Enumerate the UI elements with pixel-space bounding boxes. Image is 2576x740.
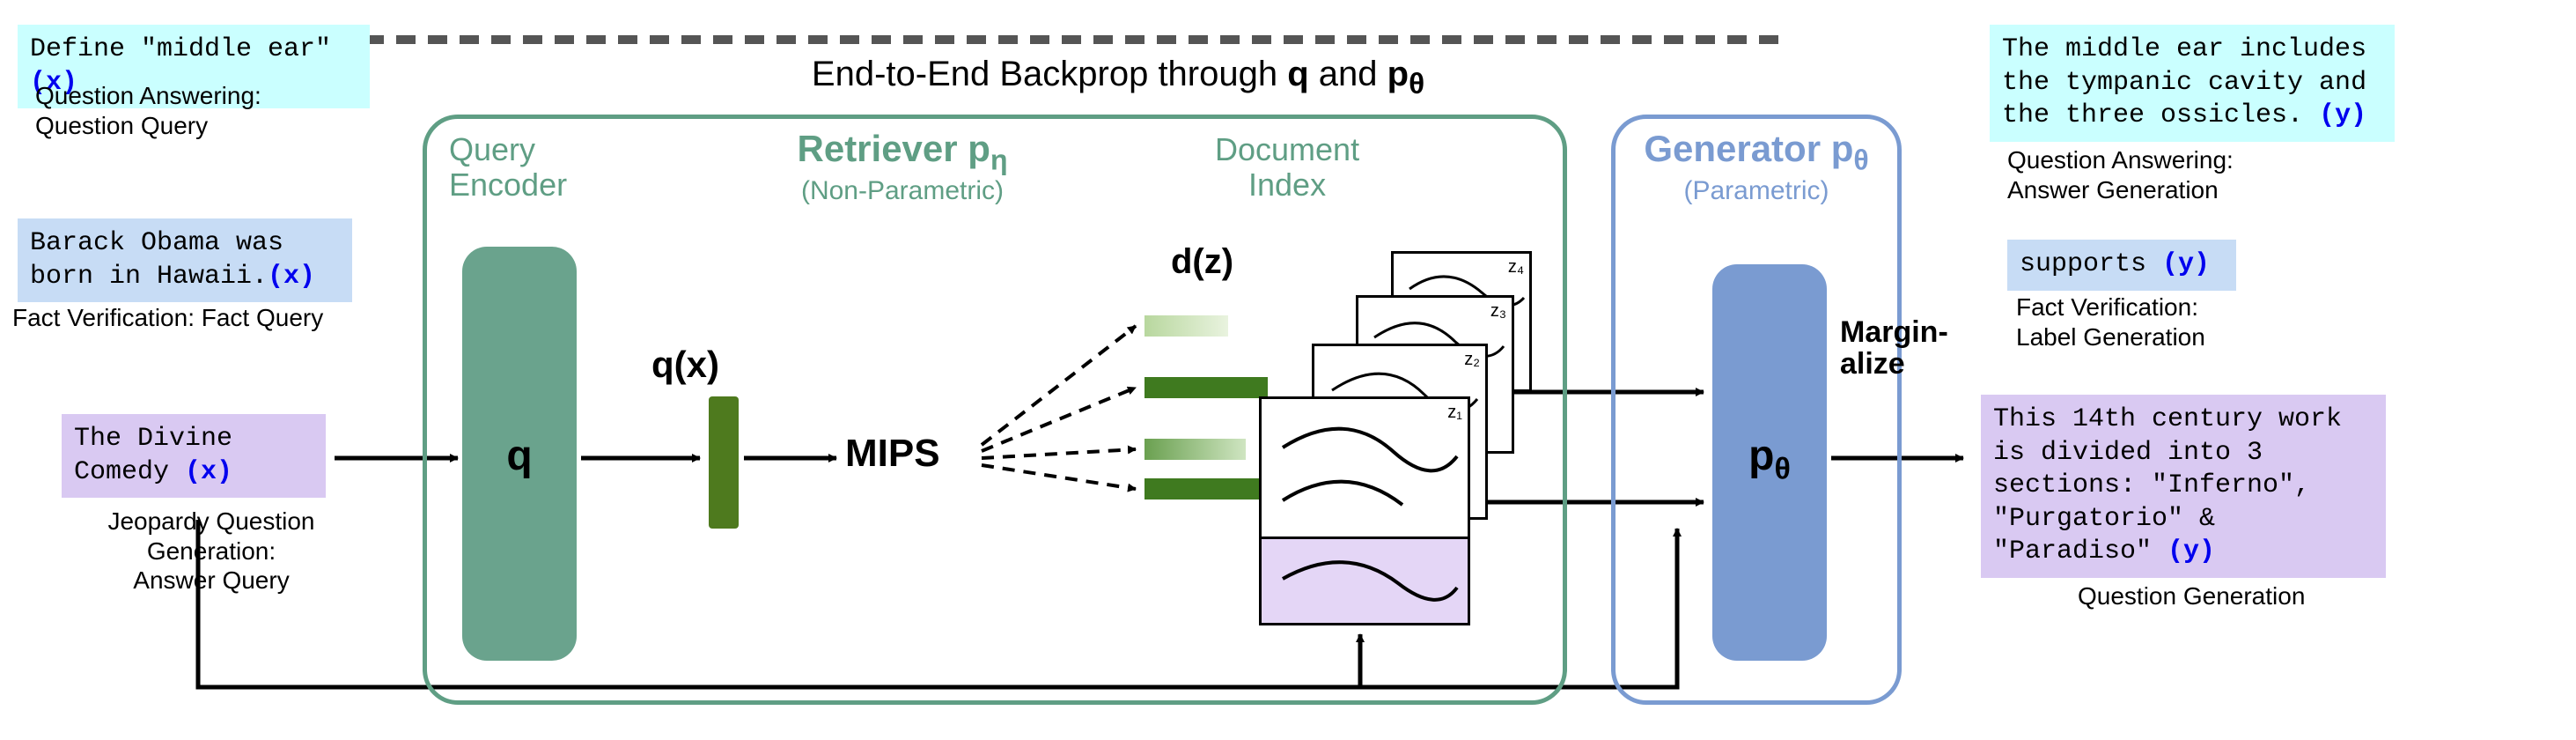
input-fv-box: Barack Obama was born in Hawaii.(x) bbox=[18, 218, 352, 302]
score-bar-3 bbox=[1144, 377, 1268, 398]
generator-title: Generator pθ (Parametric) bbox=[1611, 128, 1902, 206]
query-encoder-label: Query Encoder bbox=[449, 132, 567, 202]
score-bar-1 bbox=[1144, 478, 1259, 500]
score-bar-2 bbox=[1144, 439, 1246, 460]
output-fv-box: supports (y) bbox=[2007, 240, 2236, 291]
backprop-label: End-to-End Backprop through q and pθ bbox=[458, 55, 1778, 101]
generator-block-label: pθ bbox=[1712, 432, 1827, 487]
output-qgen-label: Question Generation bbox=[2078, 581, 2305, 611]
input-fv-label: Fact Verification: Fact Query bbox=[12, 303, 382, 333]
input-jeopardy-label: Jeopardy Question Generation: Answer Que… bbox=[70, 507, 352, 596]
doc-z1: z₁ bbox=[1259, 396, 1470, 625]
dz-label: d(z) bbox=[1171, 242, 1233, 282]
output-qa-box: The middle ear includes the tympanic cav… bbox=[1990, 25, 2395, 142]
input-qa-label: Question Answering: Question Query bbox=[35, 81, 352, 140]
qx-bar bbox=[709, 396, 739, 529]
qx-label: q(x) bbox=[651, 344, 719, 386]
output-qa-label: Question Answering: Answer Generation bbox=[2007, 145, 2234, 204]
mips-label: MIPS bbox=[845, 432, 940, 476]
score-bar-4 bbox=[1144, 315, 1228, 337]
retriever-title: Retriever pη (Non-Parametric) bbox=[753, 128, 1052, 206]
output-qgen-box: This 14th century work is divided into 3… bbox=[1981, 395, 2386, 578]
input-jeopardy-box: The Divine Comedy (x) bbox=[62, 414, 326, 498]
marginalize-label: Margin- alize bbox=[1840, 317, 1948, 380]
output-fv-label: Fact Verification: Label Generation bbox=[2016, 292, 2205, 352]
encoder-block-label: q bbox=[462, 432, 577, 480]
doc-index-label: Document Index bbox=[1215, 132, 1359, 202]
